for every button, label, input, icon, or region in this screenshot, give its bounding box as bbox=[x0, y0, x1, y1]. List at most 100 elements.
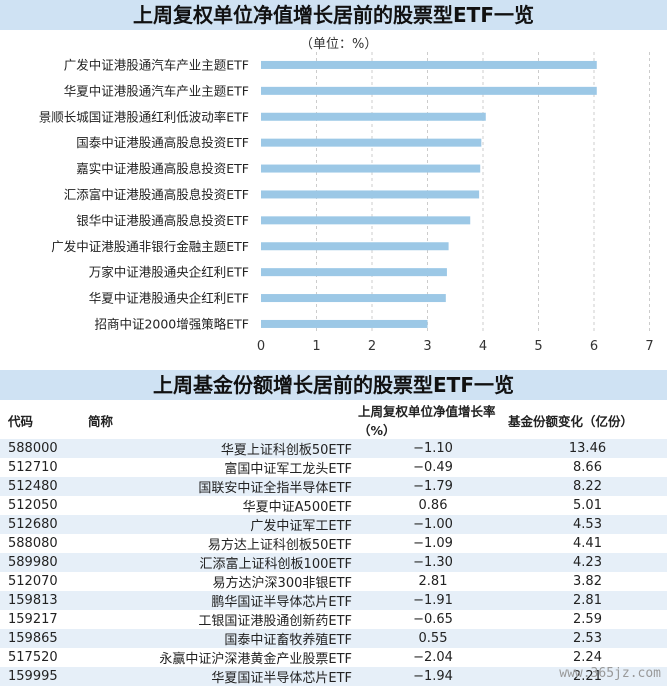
cell-change: 2.24 bbox=[573, 650, 602, 665]
cell-change: 2.21 bbox=[508, 667, 667, 686]
unit-label: （单位：%） bbox=[300, 37, 378, 52]
category-label: 万家中证港股通央企红利ETF bbox=[89, 265, 249, 280]
cell-change: 2.59 bbox=[573, 612, 602, 627]
cell-code: 512710 bbox=[8, 460, 58, 475]
cell-rate: −0.65 bbox=[413, 612, 453, 627]
table-row: 512070 易方达沪深300非银ETF 2.81 3.82 bbox=[0, 572, 667, 591]
category-label: 汇添富中证港股通高股息投资ETF bbox=[64, 187, 249, 202]
x-axis-ticks: 0 1 2 3 4 5 6 7 bbox=[257, 339, 654, 354]
category-label: 华夏中证港股通央企红利ETF bbox=[89, 291, 249, 306]
category-labels: 广发中证港股通汽车产业主题ETF 华夏中证港股通汽车产业主题ETF 景顺长城国证港股… bbox=[39, 57, 249, 331]
bar bbox=[261, 86, 597, 95]
cell-change: 8.22 bbox=[508, 477, 667, 496]
watermark: www.365jz.com bbox=[559, 666, 661, 681]
bar bbox=[261, 190, 480, 199]
cell-change: 4.23 bbox=[508, 553, 667, 572]
x-tick-label: 1 bbox=[312, 339, 320, 354]
cell-rate: −1.79 bbox=[358, 477, 508, 496]
cell-code: 159813 bbox=[0, 591, 88, 610]
cell-rate: −0.49 bbox=[413, 460, 453, 475]
cell-name: 华夏上证科创板50ETF bbox=[88, 439, 358, 458]
x-tick-label: 3 bbox=[423, 339, 431, 354]
cell-rate: −1.91 bbox=[358, 591, 508, 610]
cell-code: 159217 bbox=[8, 612, 58, 627]
category-label: 嘉实中证港股通高股息投资ETF bbox=[76, 161, 249, 176]
table-row: 588080 易方达上证科创板50ETF −1.09 4.41 bbox=[0, 534, 667, 553]
bar bbox=[261, 138, 482, 147]
cell-name: 国泰中证畜牧养殖ETF bbox=[88, 629, 358, 648]
cell-code: 512050 bbox=[8, 498, 58, 513]
category-label: 国泰中证港股通高股息投资ETF bbox=[76, 135, 249, 150]
category-label: 广发中证港股通非银行金融主题ETF bbox=[51, 239, 249, 254]
table-header-row: 代码 简称 上周复权单位净值增长率（%） 基金份额变化（亿份） bbox=[0, 401, 667, 439]
cell-name: 华夏国证半导体芯片ETF bbox=[88, 667, 358, 686]
bars bbox=[261, 60, 597, 328]
grid-lines bbox=[316, 52, 650, 334]
table-row: 512680 广发中证军工ETF −1.00 4.53 bbox=[0, 515, 667, 534]
cell-code: 512070 bbox=[8, 574, 58, 589]
cell-rate: −1.94 bbox=[358, 667, 508, 686]
cell-code: 159865 bbox=[0, 629, 88, 648]
table-row: 159813 鹏华国证半导体芯片ETF −1.91 2.81 bbox=[0, 591, 667, 610]
chart-title: 上周复权单位净值增长居前的股票型ETF一览 bbox=[0, 0, 667, 30]
cell-name: 广发中证军工ETF bbox=[88, 515, 358, 534]
table-title: 上周基金份额增长居前的股票型ETF一览 bbox=[0, 370, 667, 400]
bar bbox=[261, 164, 481, 173]
cell-change: 3.82 bbox=[573, 574, 602, 589]
cell-rate: −1.00 bbox=[358, 515, 508, 534]
table-row: 512050 华夏中证A500ETF 0.86 5.01 bbox=[0, 496, 667, 515]
cell-name: 富国中证军工龙头ETF bbox=[224, 462, 352, 477]
cell-rate: 0.55 bbox=[358, 629, 508, 648]
x-tick-label: 5 bbox=[534, 339, 542, 354]
cell-name: 永赢中证沪深港黄金产业股票ETF bbox=[159, 652, 352, 667]
table-row: 159865 国泰中证畜牧养殖ETF 0.55 2.53 bbox=[0, 629, 667, 648]
fund-table: 代码 简称 上周复权单位净值增长率（%） 基金份额变化（亿份） 588000 华夏… bbox=[0, 401, 667, 686]
x-tick-label: 2 bbox=[368, 339, 376, 354]
bar bbox=[261, 242, 449, 251]
cell-rate: −1.10 bbox=[358, 439, 508, 458]
cell-name: 华夏中证A500ETF bbox=[242, 500, 352, 515]
cell-change: 8.66 bbox=[573, 460, 602, 475]
bar bbox=[261, 294, 446, 303]
col-header-code: 代码 bbox=[8, 413, 34, 429]
table-row: 159217 工银国证港股通创新药ETF −0.65 2.59 bbox=[0, 610, 667, 629]
cell-name: 易方达沪深300非银ETF bbox=[212, 576, 352, 591]
cell-code: 159995 bbox=[0, 667, 88, 686]
cell-name: 国联安中证全指半导体ETF bbox=[88, 477, 358, 496]
col-header-change: 基金份额变化（亿份） bbox=[508, 413, 634, 429]
cell-name: 易方达上证科创板50ETF bbox=[207, 538, 352, 553]
x-tick-label: 0 bbox=[257, 339, 265, 354]
bar bbox=[261, 319, 428, 328]
cell-name: 工银国证港股通创新药ETF bbox=[198, 614, 352, 629]
col-header-rate: 上周复权单位净值增长率（%） bbox=[358, 404, 496, 438]
table-row: 588000 华夏上证科创板50ETF −1.10 13.46 bbox=[0, 439, 667, 458]
cell-change: 5.01 bbox=[573, 498, 602, 513]
cell-code: 588080 bbox=[8, 536, 58, 551]
category-label: 华夏中证港股通汽车产业主题ETF bbox=[64, 83, 249, 98]
table-row: 517520 永赢中证沪深港黄金产业股票ETF −2.04 2.24 bbox=[0, 648, 667, 667]
cell-code: 588000 bbox=[0, 439, 88, 458]
cell-name: 汇添富上证科创板100ETF bbox=[88, 553, 358, 572]
x-tick-label: 6 bbox=[590, 339, 598, 354]
category-label: 景顺长城国证港股通红利低波动率ETF bbox=[39, 109, 249, 124]
bar bbox=[261, 216, 471, 225]
cell-code: 517520 bbox=[8, 650, 58, 665]
x-tick-label: 4 bbox=[479, 339, 487, 354]
cell-change: 2.81 bbox=[508, 591, 667, 610]
bar-chart: 广发中证港股通汽车产业主题ETF 华夏中证港股通汽车产业主题ETF 景顺长城国证港股… bbox=[39, 52, 654, 354]
cell-change: 2.53 bbox=[508, 629, 667, 648]
cell-code: 512680 bbox=[0, 515, 88, 534]
cell-change: 4.41 bbox=[573, 536, 602, 551]
table-body: 588000 华夏上证科创板50ETF −1.10 13.46 512710 富国中证军工… bbox=[0, 439, 667, 686]
table-row: 512480 国联安中证全指半导体ETF −1.79 8.22 bbox=[0, 477, 667, 496]
cell-rate: −1.09 bbox=[413, 536, 453, 551]
category-label: 银华中证港股通高股息投资ETF bbox=[76, 213, 249, 228]
table-row: 589980 汇添富上证科创板100ETF −1.30 4.23 bbox=[0, 553, 667, 572]
cell-code: 589980 bbox=[0, 553, 88, 572]
x-tick-label: 7 bbox=[645, 339, 653, 354]
cell-rate: −1.30 bbox=[358, 553, 508, 572]
col-header-name: 简称 bbox=[88, 413, 114, 429]
category-label: 广发中证港股通汽车产业主题ETF bbox=[64, 57, 249, 72]
bar bbox=[261, 112, 486, 121]
cell-change: 4.53 bbox=[508, 515, 667, 534]
